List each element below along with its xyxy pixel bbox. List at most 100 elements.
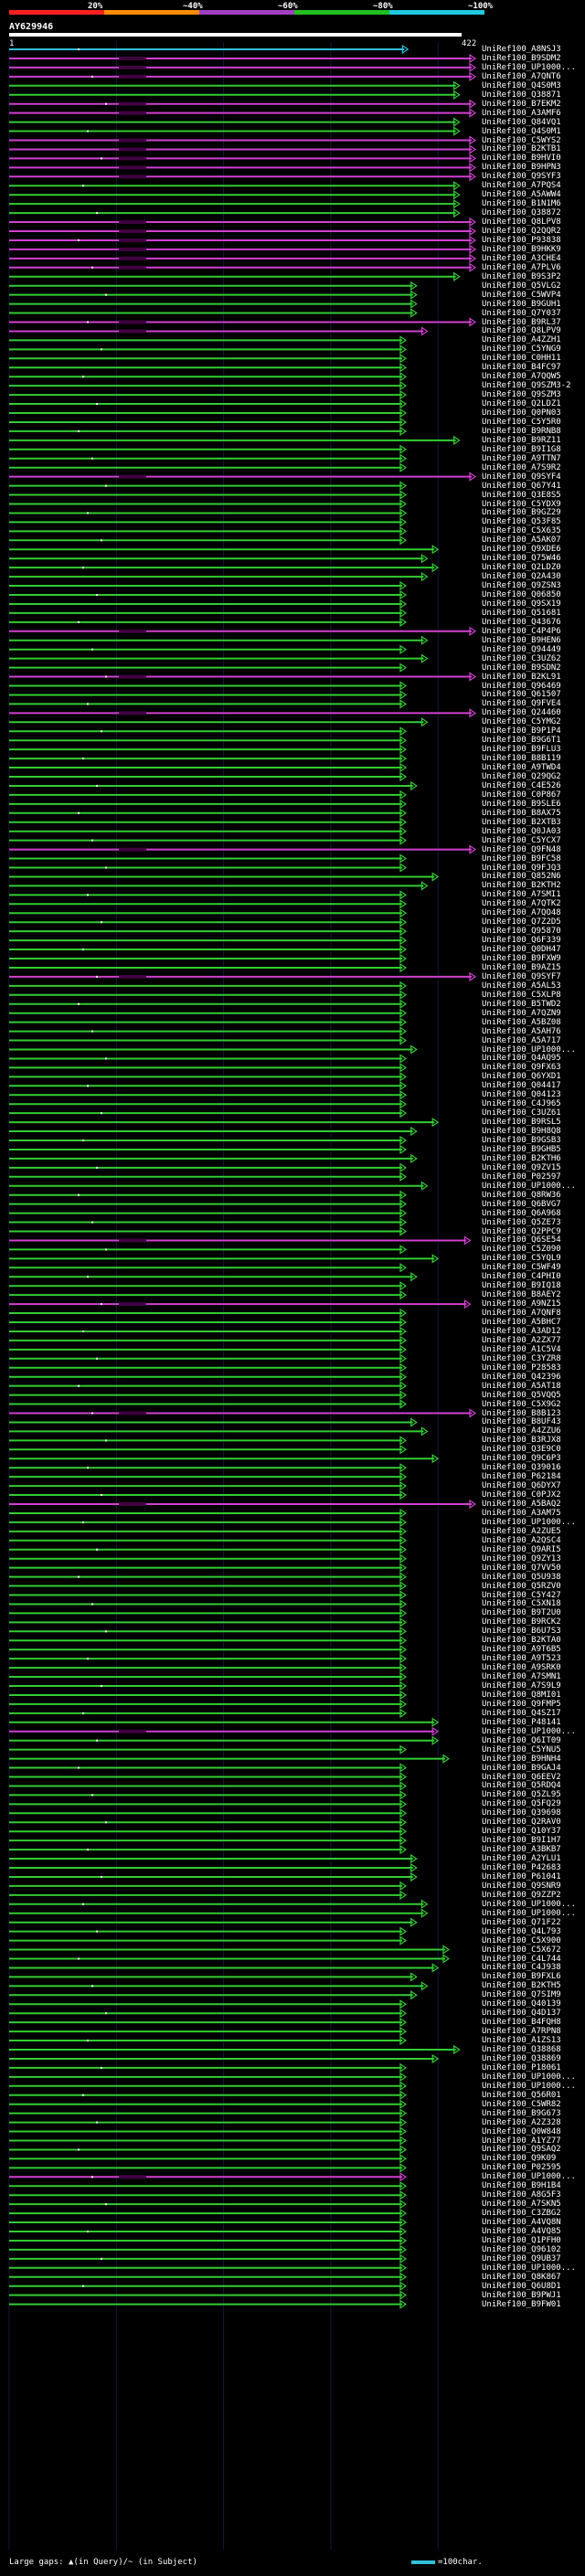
hit-label[interactable]: UniRef100_Q10Y37 bbox=[482, 1827, 561, 1837]
hit-label[interactable]: UniRef100_A3BKB7 bbox=[482, 1845, 561, 1855]
hit-label[interactable]: UniRef100_A5AH76 bbox=[482, 1026, 561, 1036]
hit-label[interactable]: UniRef100_Q9FVE4 bbox=[482, 699, 561, 709]
hit-label[interactable]: UniRef100_Q29QG2 bbox=[482, 772, 561, 781]
hit-label[interactable]: UniRef100_Q96469 bbox=[482, 681, 561, 691]
hit-label[interactable]: UniRef100_C5YQL9 bbox=[482, 1254, 561, 1264]
hit-label[interactable]: UniRef100_Q9ZSN3 bbox=[482, 581, 561, 591]
hit-label[interactable]: UniRef100_Q0JA03 bbox=[482, 826, 561, 836]
hit-label[interactable]: UniRef100_A3CHE4 bbox=[482, 253, 561, 263]
hit-label[interactable]: UniRef100_Q38872 bbox=[482, 208, 561, 218]
hit-label[interactable]: UniRef100_B9S3P2 bbox=[482, 271, 561, 281]
hit-label[interactable]: UniRef100_A3AM75 bbox=[482, 1508, 561, 1518]
hit-label[interactable]: UniRef100_Q4L793 bbox=[482, 1926, 561, 1936]
hit-label[interactable]: UniRef100_B9FLU3 bbox=[482, 745, 561, 755]
hit-label[interactable]: UniRef100_B9AZ15 bbox=[482, 962, 561, 972]
hit-label[interactable]: UniRef100_Q38869 bbox=[482, 2053, 561, 2063]
hit-label[interactable]: UniRef100_Q61507 bbox=[482, 690, 561, 700]
hit-label[interactable]: UniRef100_A7SMN1 bbox=[482, 1672, 561, 1682]
hit-label[interactable]: UniRef100_Q9SZM3 bbox=[482, 390, 561, 400]
hit-label[interactable]: UniRef100_Q8MI01 bbox=[482, 1690, 561, 1700]
hit-label[interactable]: UniRef100_C5WF49 bbox=[482, 1263, 561, 1273]
hit-label[interactable]: UniRef100_C5XN18 bbox=[482, 1599, 561, 1609]
hit-label[interactable]: UniRef100_Q8RW36 bbox=[482, 1190, 561, 1200]
hit-label[interactable]: UniRef100_A5AWW4 bbox=[482, 190, 561, 200]
hit-label[interactable]: UniRef100_Q6YXD1 bbox=[482, 1072, 561, 1082]
hit-label[interactable]: UniRef100_A9T6B5 bbox=[482, 1645, 561, 1655]
hit-label[interactable]: UniRef100_B4FC97 bbox=[482, 363, 561, 373]
hit-label[interactable]: UniRef100_B9HVI0 bbox=[482, 154, 561, 164]
hit-label[interactable]: UniRef100_Q1PFH0 bbox=[482, 2235, 561, 2245]
hit-label[interactable]: UniRef100_Q5U938 bbox=[482, 1572, 561, 1582]
hit-label[interactable]: UniRef100_C5X900 bbox=[482, 1935, 561, 1945]
hit-label[interactable]: UniRef100_A5AK07 bbox=[482, 535, 561, 546]
hit-label[interactable]: UniRef100_B9HPN3 bbox=[482, 163, 561, 173]
hit-label[interactable]: UniRef100_Q9K09 bbox=[482, 2154, 557, 2164]
hit-label[interactable]: UniRef100_P02597 bbox=[482, 1171, 561, 1182]
hit-label[interactable]: UniRef100_Q5VLG2 bbox=[482, 281, 561, 291]
hit-label[interactable]: UniRef100_Q9FX63 bbox=[482, 1063, 561, 1073]
hit-label[interactable]: UniRef100_Q84VQ1 bbox=[482, 117, 561, 127]
hit-label[interactable]: UniRef100_A7SKN5 bbox=[482, 2200, 561, 2210]
hit-label[interactable]: UniRef100_C5Z090 bbox=[482, 1245, 561, 1255]
hit-label[interactable]: UniRef100_A9NZ15 bbox=[482, 1299, 561, 1309]
hit-label[interactable]: UniRef100_Q42396 bbox=[482, 1372, 561, 1382]
hit-label[interactable]: UniRef100_C3ZBG2 bbox=[482, 2209, 561, 2219]
hit-label[interactable]: UniRef100_B9GZ29 bbox=[482, 508, 561, 518]
hit-label[interactable]: UniRef100_UP1000... bbox=[482, 62, 576, 72]
hit-label[interactable]: UniRef100_A3AD12 bbox=[482, 1326, 561, 1336]
hit-label[interactable]: UniRef100_UP1000... bbox=[482, 2072, 576, 2082]
hit-label[interactable]: UniRef100_C5XLP8 bbox=[482, 990, 561, 1000]
hit-label[interactable]: UniRef100_B9RZ11 bbox=[482, 435, 561, 445]
hit-label[interactable]: UniRef100_Q6EEV2 bbox=[482, 1772, 561, 1782]
hit-label[interactable]: UniRef100_Q9SAQ2 bbox=[482, 2145, 561, 2155]
hit-label[interactable]: UniRef100_Q71F22 bbox=[482, 1917, 561, 1927]
hit-label[interactable]: UniRef100_B8B119 bbox=[482, 754, 561, 764]
hit-label[interactable]: UniRef100_UP1000... bbox=[482, 1181, 576, 1191]
hit-label[interactable]: UniRef100_A5AL53 bbox=[482, 981, 561, 991]
hit-label[interactable]: UniRef100_Q39698 bbox=[482, 1808, 561, 1818]
hit-label[interactable]: UniRef100_A4VQ8N bbox=[482, 2218, 561, 2228]
hit-label[interactable]: UniRef100_C4PHI0 bbox=[482, 1272, 561, 1282]
hit-label[interactable]: UniRef100_Q8LPV9 bbox=[482, 326, 561, 336]
hit-label[interactable]: UniRef100_B9SDN2 bbox=[482, 663, 561, 673]
hit-label[interactable]: UniRef100_A3AMF6 bbox=[482, 108, 561, 118]
hit-label[interactable]: UniRef100_A9TWD4 bbox=[482, 763, 561, 773]
hit-label[interactable]: UniRef100_B9HEN6 bbox=[482, 635, 561, 645]
hit-label[interactable]: UniRef100_Q9FJQ3 bbox=[482, 863, 561, 873]
hit-label[interactable]: UniRef100_A8NSJ3 bbox=[482, 45, 561, 54]
hit-label[interactable]: UniRef100_C5X635 bbox=[482, 526, 561, 536]
hit-label[interactable]: UniRef100_C5WR82 bbox=[482, 2099, 561, 2109]
hit-label[interactable]: UniRef100_B9GAJ4 bbox=[482, 1763, 561, 1773]
hit-label[interactable]: UniRef100_Q3E8S5 bbox=[482, 490, 561, 500]
hit-label[interactable]: UniRef100_B9FXW9 bbox=[482, 954, 561, 963]
hit-label[interactable]: UniRef100_B9P1P4 bbox=[482, 726, 561, 737]
hit-label[interactable]: UniRef100_Q95870 bbox=[482, 927, 561, 937]
hit-label[interactable]: UniRef100_Q9ZZP2 bbox=[482, 1890, 561, 1900]
hit-label[interactable]: UniRef100_B9RCK2 bbox=[482, 1617, 561, 1627]
hit-label[interactable]: UniRef100_Q53F85 bbox=[482, 517, 561, 527]
hit-label[interactable]: UniRef100_A8G5F3 bbox=[482, 2190, 561, 2200]
hit-label[interactable]: UniRef100_A5A717 bbox=[482, 1035, 561, 1045]
hit-label[interactable]: UniRef100_P61041 bbox=[482, 1871, 561, 1882]
hit-label[interactable]: UniRef100_UP1000... bbox=[482, 2172, 576, 2182]
hit-label[interactable]: UniRef100_A7QQW5 bbox=[482, 372, 561, 382]
hit-label[interactable]: UniRef100_Q9SX19 bbox=[482, 599, 561, 609]
hit-label[interactable]: UniRef100_Q2A430 bbox=[482, 572, 561, 582]
hit-label[interactable]: UniRef100_A2ZX77 bbox=[482, 1335, 561, 1345]
hit-label[interactable]: UniRef100_Q2PPC9 bbox=[482, 1226, 561, 1236]
hit-label[interactable]: UniRef100_B9G673 bbox=[482, 2108, 561, 2118]
hit-label[interactable]: UniRef100_Q0PN03 bbox=[482, 408, 561, 418]
hit-label[interactable]: UniRef100_B2KL91 bbox=[482, 672, 561, 682]
hit-label[interactable]: UniRef100_C4J965 bbox=[482, 1099, 561, 1109]
hit-label[interactable]: UniRef100_Q5VQQ5 bbox=[482, 1390, 561, 1400]
hit-label[interactable]: UniRef100_Q06850 bbox=[482, 590, 561, 599]
hit-label[interactable]: UniRef100_B8UF43 bbox=[482, 1417, 561, 1427]
hit-label[interactable]: UniRef100_B9H8Q8 bbox=[482, 1127, 561, 1137]
hit-label[interactable]: UniRef100_C5WVP4 bbox=[482, 290, 561, 300]
hit-label[interactable]: UniRef100_A9T523 bbox=[482, 1654, 561, 1664]
hit-label[interactable]: UniRef100_C5YDX9 bbox=[482, 499, 561, 509]
hit-label[interactable]: UniRef100_Q5FQ29 bbox=[482, 1799, 561, 1809]
hit-label[interactable]: UniRef100_Q96102 bbox=[482, 2244, 561, 2254]
hit-label[interactable]: UniRef100_C4P4P6 bbox=[482, 626, 561, 636]
hit-label[interactable]: UniRef100_B9FXL6 bbox=[482, 1972, 561, 1982]
